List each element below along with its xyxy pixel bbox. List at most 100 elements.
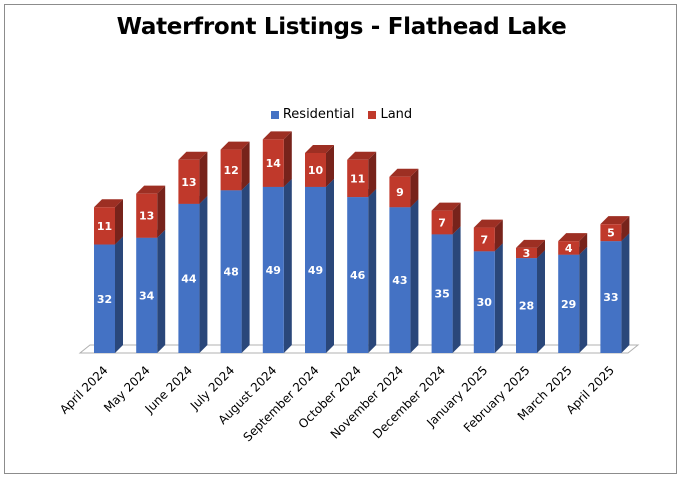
bar-label-land-3: 12	[223, 164, 238, 177]
bar-land-1	[136, 193, 158, 238]
bar-land-9	[473, 227, 495, 252]
bar-land-8	[431, 210, 453, 235]
bar-residential-8	[431, 234, 453, 353]
bar-residential-3	[220, 190, 242, 353]
bar-side-residential-4	[283, 178, 292, 353]
bar-label-land-11: 4	[565, 242, 573, 255]
x-tick-label-8: December 2024	[370, 363, 448, 441]
bar-land-2	[178, 159, 200, 204]
bar-side-land-3	[241, 141, 250, 191]
bar-side-residential-2	[199, 195, 208, 353]
bar-residential-6	[347, 197, 369, 353]
bar-side-residential-11	[579, 246, 588, 353]
legend-item-land: Land	[368, 107, 412, 122]
bar-side-residential-1	[157, 229, 166, 353]
bar-side-land-4	[283, 131, 292, 187]
bar-label-land-12: 5	[607, 227, 615, 240]
bar-residential-2	[178, 203, 200, 353]
bar-side-residential-10	[537, 250, 545, 353]
bar-label-land-0: 11	[97, 220, 112, 233]
bar-label-residential-12: 33	[603, 291, 618, 304]
bar-land-6	[347, 159, 369, 198]
bar-land-5	[305, 152, 326, 187]
bar-top-land-3	[220, 141, 250, 150]
bar-residential-1	[136, 237, 158, 353]
bar-side-residential-7	[410, 199, 419, 353]
bar-top-land-6	[347, 151, 377, 160]
bar-land-7	[389, 176, 411, 208]
bar-top-land-11	[558, 233, 588, 242]
bar-side-residential-3	[241, 182, 250, 353]
bar-label-residential-10: 28	[519, 300, 534, 313]
bar-residential-0	[94, 244, 115, 353]
bar-label-residential-3: 48	[223, 266, 238, 279]
bar-side-land-10	[537, 239, 545, 259]
bar-side-land-8	[452, 202, 461, 235]
bar-top-land-8	[431, 202, 461, 211]
chart-legend: Residential Land	[0, 107, 683, 122]
bar-land-4	[262, 139, 284, 187]
bar-label-land-10: 3	[523, 247, 531, 260]
bar-side-land-6	[368, 151, 377, 198]
bar-label-residential-1: 34	[139, 289, 155, 302]
bar-label-land-4: 14	[266, 157, 282, 170]
bar-top-land-5	[305, 144, 334, 153]
legend-label-residential: Residential	[282, 107, 355, 122]
bar-side-land-12	[621, 216, 630, 242]
bar-label-residential-4: 49	[266, 264, 281, 277]
bar-residential-4	[262, 186, 284, 353]
chart-title: Waterfront Listings - Flathead Lake	[116, 14, 567, 40]
bar-land-10	[516, 247, 537, 259]
legend-swatch-land	[368, 110, 377, 119]
bar-label-residential-8: 35	[434, 288, 449, 301]
bar-residential-7	[389, 207, 411, 353]
bar-side-land-5	[326, 144, 334, 187]
bar-residential-9	[473, 251, 495, 353]
legend-item-residential: Residential	[270, 107, 355, 122]
bar-land-12	[600, 224, 622, 242]
x-tick-label-7: November 2024	[328, 363, 406, 441]
bar-top-land-2	[178, 151, 208, 160]
bar-top-land-9	[473, 219, 503, 228]
bar-side-land-9	[494, 219, 503, 252]
bar-label-residential-5: 49	[308, 264, 323, 277]
bar-label-land-7: 9	[396, 186, 404, 199]
bar-side-residential-12	[621, 233, 630, 353]
bar-label-residential-7: 43	[392, 274, 407, 287]
bar-side-residential-5	[326, 178, 334, 353]
bar-side-residential-0	[115, 236, 123, 353]
bar-side-residential-8	[452, 226, 461, 353]
bar-side-land-11	[579, 233, 588, 255]
bar-side-residential-9	[494, 243, 503, 353]
bar-side-land-7	[410, 168, 419, 208]
x-tick-label-5: September 2024	[241, 363, 322, 444]
bar-side-land-0	[115, 199, 123, 245]
bar-label-land-9: 7	[480, 233, 488, 246]
bar-residential-5	[305, 186, 326, 353]
bar-label-residential-11: 29	[561, 298, 576, 311]
bar-label-residential-9: 30	[477, 296, 493, 309]
bar-land-11	[558, 241, 580, 255]
legend-swatch-residential	[270, 110, 279, 119]
bar-residential-11	[558, 254, 580, 353]
bar-label-residential-6: 46	[350, 269, 366, 282]
bar-label-land-6: 11	[350, 172, 365, 185]
x-tick-label-0: April 2024	[57, 363, 111, 417]
bar-land-0	[94, 207, 115, 245]
bar-top-land-1	[136, 185, 166, 194]
bar-top-land-10	[516, 239, 545, 248]
bar-side-land-2	[199, 151, 208, 204]
bar-top-land-4	[262, 131, 292, 140]
bar-side-land-1	[157, 185, 166, 238]
bar-top-land-12	[600, 216, 630, 225]
bar-residential-12	[600, 241, 622, 353]
bar-label-land-2: 13	[181, 176, 196, 189]
bar-label-residential-2: 44	[181, 272, 197, 285]
bar-label-land-1: 13	[139, 210, 154, 223]
bar-top-land-7	[389, 168, 419, 177]
bar-label-land-5: 10	[308, 164, 324, 177]
legend-label-land: Land	[380, 107, 413, 122]
bar-land-3	[220, 149, 242, 191]
bar-top-land-0	[94, 199, 123, 208]
